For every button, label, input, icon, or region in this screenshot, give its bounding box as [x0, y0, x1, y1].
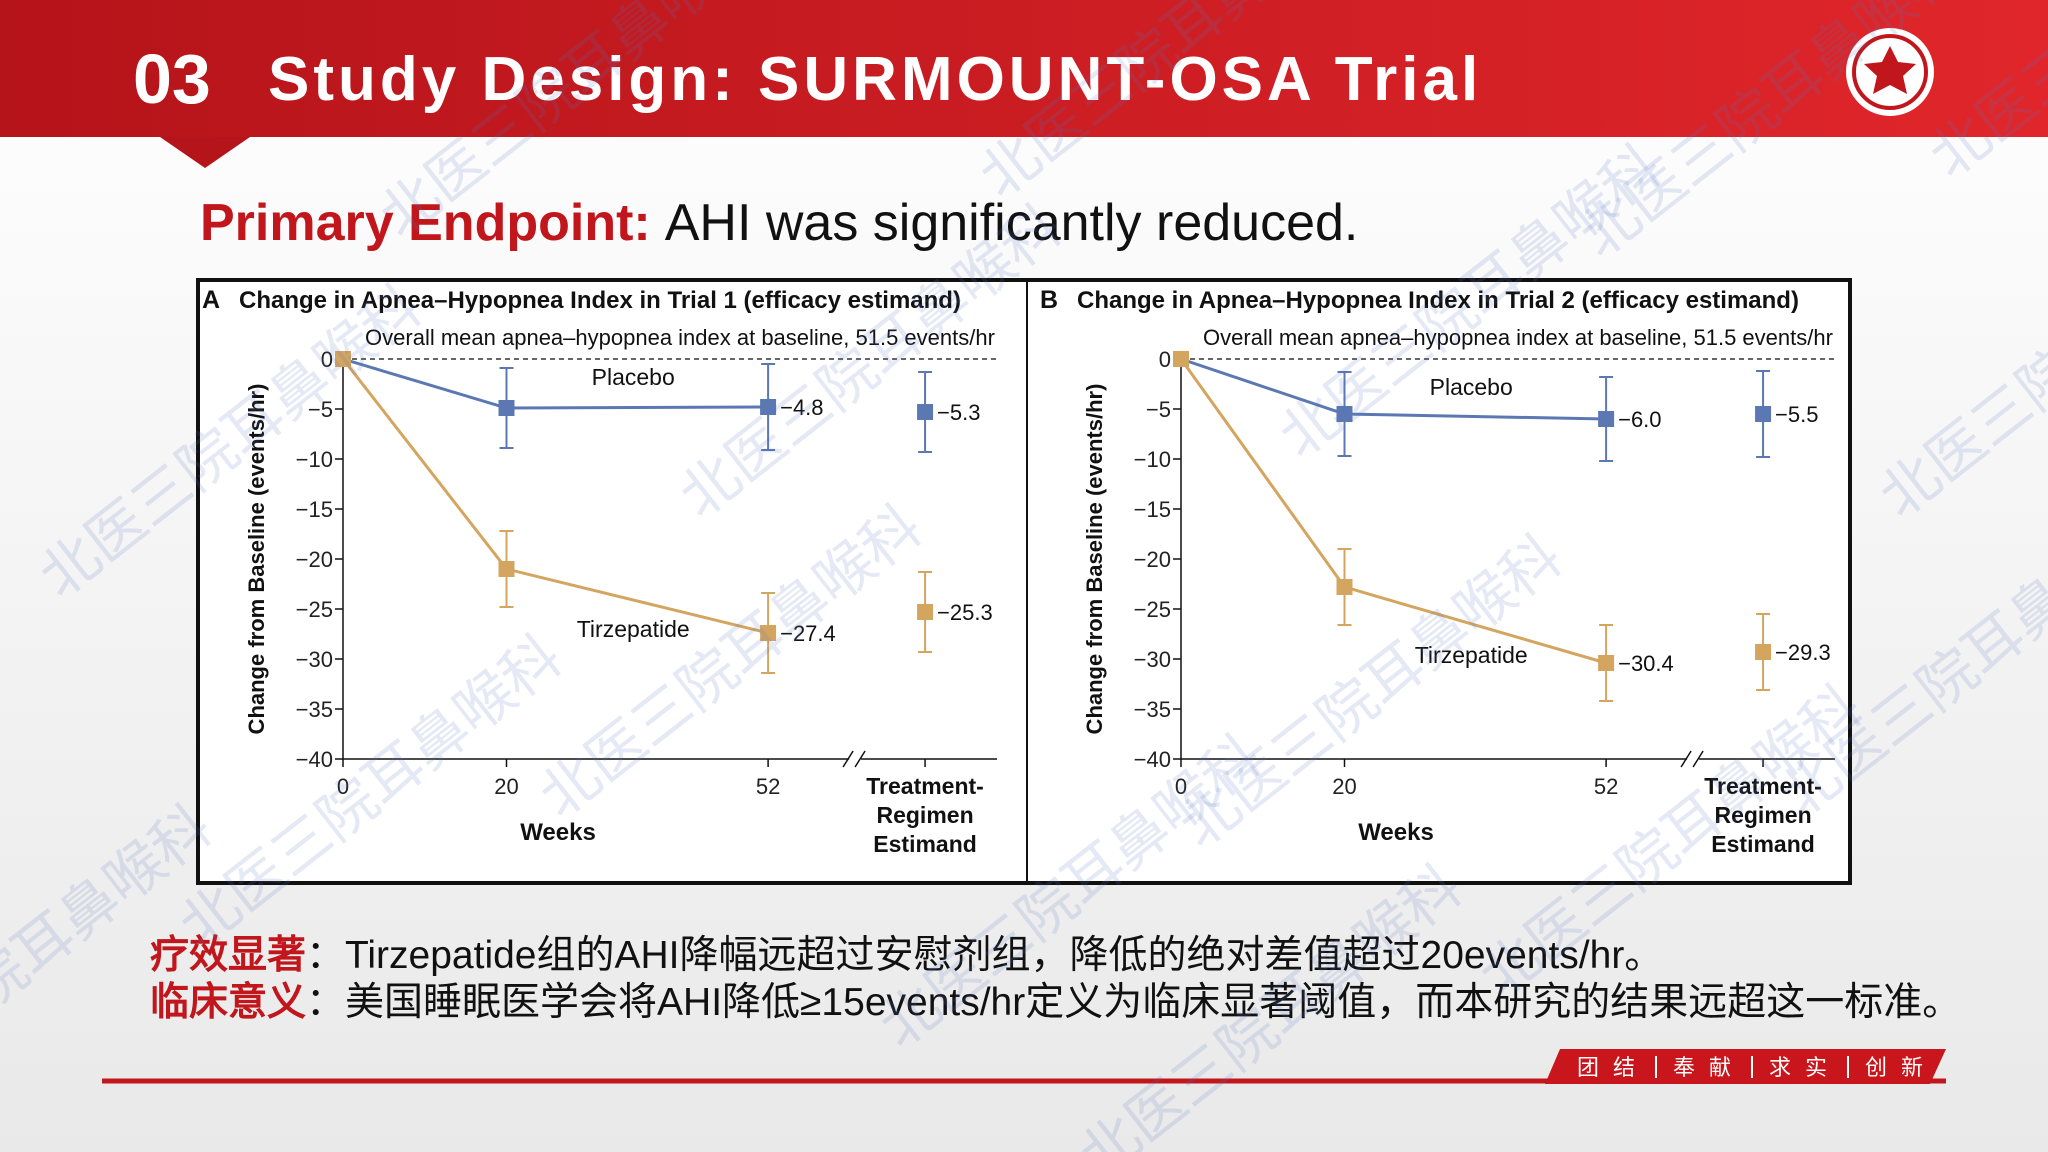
y-tick-label: 0: [321, 347, 333, 372]
x-tick-label: 0: [1175, 774, 1187, 799]
motto-item: 创 新: [1865, 1055, 1927, 1080]
y-tick-label: −25: [296, 597, 333, 622]
marker: [1173, 351, 1189, 367]
marker: [335, 351, 351, 367]
marker: [917, 404, 934, 420]
x-tick-label: 52: [756, 774, 780, 799]
series-label: Placebo: [592, 364, 675, 390]
charts: A Change in Apnea–Hypopnea Index in Trial…: [202, 286, 1835, 857]
axis-break: [842, 750, 866, 768]
footer-pill: [1545, 1049, 1946, 1084]
value-label: −5.5: [1775, 402, 1818, 427]
marker: [1336, 406, 1353, 422]
note-label: 疗效显著: [150, 934, 306, 977]
chart-title: Change in Apnea–Hypopnea Index in Trial …: [1077, 287, 1799, 314]
x-tick-label: 20: [494, 774, 518, 799]
y-tick-label: −10: [296, 447, 333, 472]
note-text: ：美国睡眠医学会将AHI降低≥15events/hr定义为临床显著阈值，而本研究…: [306, 981, 1961, 1024]
marker: [760, 625, 777, 641]
value-label: −27.4: [780, 621, 836, 646]
y-tick-label: −40: [1134, 747, 1171, 772]
marker: [1755, 406, 1772, 422]
header-notch: [160, 137, 250, 168]
panel-letter: B: [1040, 286, 1058, 314]
marker: [1336, 579, 1353, 595]
y-tick-label: 0: [1159, 347, 1171, 372]
x-tick-label: 20: [1332, 774, 1356, 799]
y-tick-label: −20: [1134, 547, 1171, 572]
y-tick-label: −10: [1134, 447, 1171, 472]
panel-letter: A: [202, 286, 220, 314]
section-number: 03: [133, 40, 211, 118]
logo: [1846, 28, 1934, 116]
chart-title: Change in Apnea–Hypopnea Index in Trial …: [239, 287, 961, 314]
estimand-label: Estimand: [1711, 831, 1815, 857]
marker: [498, 561, 515, 577]
series-label: Tirzepatide: [577, 616, 690, 642]
marker: [1755, 644, 1772, 660]
chart: A Change in Apnea–Hypopnea Index in Trial…: [202, 286, 997, 857]
y-tick-label: −15: [296, 497, 333, 522]
estimand-label: Treatment-: [1704, 773, 1822, 799]
y-tick-label: −15: [1134, 497, 1171, 522]
note-text: ：Tirzepatide组的AHI降幅远超过安慰剂组，降低的绝对差值超过20ev…: [306, 934, 1663, 977]
value-label: −29.3: [1775, 640, 1831, 665]
estimand-label: Treatment-: [866, 773, 984, 799]
y-tick-label: −35: [1134, 697, 1171, 722]
chart: B Change in Apnea–Hypopnea Index in Trial…: [1040, 286, 1835, 857]
marker: [1598, 655, 1615, 671]
motto-item: 团 结: [1577, 1055, 1639, 1080]
y-tick-label: −30: [296, 647, 333, 672]
note: 临床意义：美国睡眠医学会将AHI降低≥15events/hr定义为临床显著阈值，…: [150, 981, 1961, 1024]
estimand-label: Regimen: [1714, 802, 1811, 828]
y-tick-label: −40: [296, 747, 333, 772]
value-label: −6.0: [1618, 407, 1661, 432]
marker: [498, 400, 515, 416]
axis-break: [1680, 750, 1704, 768]
value-label: −25.3: [937, 600, 993, 625]
value-label: −4.8: [780, 395, 823, 420]
motto-item: 奉 献: [1673, 1055, 1735, 1080]
y-axis-label: Change from Baseline (events/hr): [1082, 384, 1107, 735]
note-label: 临床意义: [150, 981, 306, 1024]
series: −4.8 −5.3 Placebo: [335, 351, 980, 453]
y-tick-label: −35: [296, 697, 333, 722]
series-label: Placebo: [1430, 374, 1513, 400]
value-label: −5.3: [937, 400, 980, 425]
figure-frame: [196, 278, 1852, 885]
marker: [917, 604, 934, 620]
series: −27.4 −25.3 Tirzepatide: [335, 351, 993, 674]
subtitle-text: AHI was significantly reduced.: [665, 194, 1359, 252]
y-axis-label: Change from Baseline (events/hr): [244, 384, 269, 735]
annotation: Overall mean apnea–hypopnea index at bas…: [365, 325, 995, 350]
subtitle: Primary Endpoint: AHI was significantly r…: [200, 194, 1358, 252]
x-tick-label: 0: [337, 774, 349, 799]
estimand-label: Regimen: [876, 802, 973, 828]
estimand-label: Estimand: [873, 831, 977, 857]
y-tick-label: −5: [308, 397, 333, 422]
marker: [760, 399, 777, 415]
series-label: Tirzepatide: [1415, 642, 1528, 668]
motto: 团 结奉 献求 实创 新: [1577, 1055, 1927, 1080]
y-tick-label: −25: [1134, 597, 1171, 622]
y-tick-label: −20: [296, 547, 333, 572]
series: −30.4 −29.3 Tirzepatide: [1173, 351, 1831, 702]
y-tick-label: −30: [1134, 647, 1171, 672]
subtitle-lead: Primary Endpoint:: [200, 194, 651, 252]
marker: [1598, 411, 1615, 427]
annotation: Overall mean apnea–hypopnea index at bas…: [1203, 325, 1833, 350]
x-tick-label: 52: [1594, 774, 1618, 799]
header-bar: [0, 0, 2048, 137]
motto-item: 求 实: [1769, 1055, 1831, 1080]
note: 疗效显著：Tirzepatide组的AHI降幅远超过安慰剂组，降低的绝对差值超过…: [150, 934, 1663, 977]
y-tick-label: −5: [1146, 397, 1171, 422]
slide-title: Study Design: SURMOUNT-OSA Trial: [268, 45, 1482, 114]
x-axis-label: Weeks: [520, 819, 596, 846]
value-label: −30.4: [1618, 651, 1674, 676]
x-axis-label: Weeks: [1358, 819, 1434, 846]
